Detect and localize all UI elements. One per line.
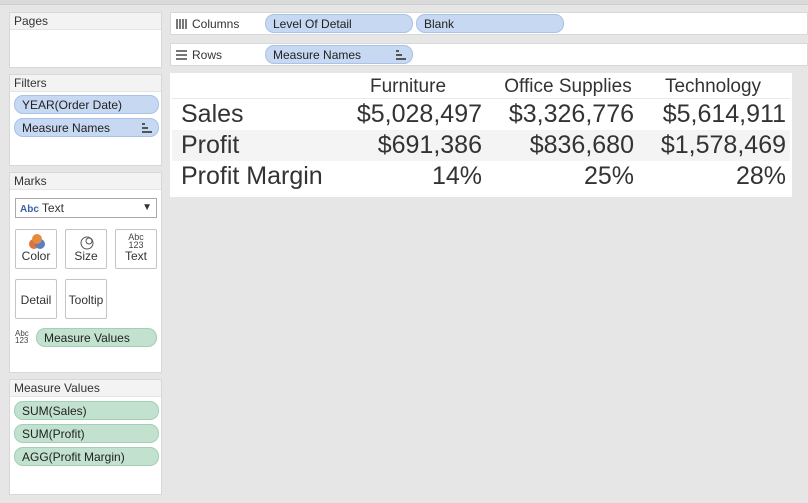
- text-icon-top: Abc: [128, 232, 144, 242]
- measure-values-card-title: Measure Values: [10, 380, 161, 397]
- marks-card-title: Marks: [10, 173, 161, 190]
- size-button-label: Size: [74, 249, 98, 263]
- table-row: Sales $5,028,497 $3,326,776 $5,614,911: [172, 99, 790, 130]
- filters-card-title: Filters: [10, 75, 161, 92]
- text-icon: Abc 123: [116, 232, 156, 250]
- filters-card[interactable]: Filters YEAR(Order Date) Measure Names: [9, 74, 162, 166]
- size-icon: [80, 236, 94, 250]
- rows-pill-label: Measure Names: [273, 48, 362, 62]
- columns-shelf[interactable]: Columns Level Of Detail Blank: [170, 12, 808, 35]
- column-header-office-supplies: Office Supplies: [504, 76, 632, 97]
- row-label-profit: Profit: [181, 131, 240, 159]
- tooltip-button-label: Tooltip: [68, 293, 104, 307]
- text-button[interactable]: Abc 123 Text: [115, 229, 157, 269]
- filter-pill-measure-names[interactable]: Measure Names: [14, 118, 159, 137]
- tooltip-button[interactable]: Tooltip: [65, 279, 107, 319]
- cell-margin-office-supplies[interactable]: 25%: [583, 162, 634, 190]
- measure-pill-label: SUM(Profit): [22, 427, 85, 441]
- measure-pill-label: SUM(Sales): [22, 404, 87, 418]
- columns-pill-label: Level Of Detail: [273, 17, 352, 31]
- measure-pill-sum-profit[interactable]: SUM(Profit): [14, 424, 159, 443]
- detail-button-label: Detail: [20, 293, 52, 307]
- pages-card-title: Pages: [10, 13, 161, 30]
- cell-sales-furniture[interactable]: $5,028,497: [356, 100, 482, 128]
- color-button[interactable]: Color: [15, 229, 57, 269]
- table-row: Profit Margin 14% 25% 28%: [172, 161, 790, 192]
- filter-pill-year-order-date[interactable]: YEAR(Order Date): [14, 95, 159, 114]
- header-divider: [172, 98, 790, 99]
- text-table-view[interactable]: Furniture Office Supplies Technology Sal…: [170, 73, 792, 197]
- filter-pill-label: YEAR(Order Date): [22, 98, 123, 112]
- color-button-label: Color: [21, 249, 51, 263]
- field-icon-bottom: 123: [15, 336, 29, 345]
- cell-profit-technology[interactable]: $1,578,469: [660, 131, 786, 159]
- columns-shelf-label: Columns: [192, 17, 240, 31]
- cell-sales-office-supplies[interactable]: $3,326,776: [508, 100, 634, 128]
- pages-card[interactable]: Pages: [9, 12, 162, 68]
- cell-profit-office-supplies[interactable]: $836,680: [529, 131, 634, 159]
- column-header-technology: Technology: [664, 76, 762, 97]
- size-button[interactable]: Size: [65, 229, 107, 269]
- marks-card[interactable]: Marks Abc Text ▼ Color Size Abc 123 Text D…: [9, 172, 162, 373]
- measure-pill-label: AGG(Profit Margin): [22, 450, 125, 464]
- text-button-label: Text: [124, 249, 147, 263]
- cell-margin-technology[interactable]: 28%: [735, 162, 786, 190]
- measure-pill-agg-profit-margin[interactable]: AGG(Profit Margin): [14, 447, 159, 466]
- mark-type-dropdown[interactable]: Abc Text ▼: [15, 198, 157, 218]
- color-icon: [29, 234, 45, 249]
- sort-icon: [396, 50, 406, 60]
- field-icon-top: Abc: [15, 329, 29, 338]
- marks-field-label: Measure Values: [44, 331, 130, 345]
- marks-field-pill-measure-values[interactable]: Measure Values: [36, 328, 157, 347]
- columns-pill-level-of-detail[interactable]: Level Of Detail: [265, 14, 413, 33]
- rows-icon: [176, 50, 187, 60]
- text-mark-icon: Abc: [20, 204, 39, 215]
- rows-pill-measure-names[interactable]: Measure Names: [265, 45, 413, 64]
- detail-button[interactable]: Detail: [15, 279, 57, 319]
- cell-sales-technology[interactable]: $5,614,911: [662, 100, 786, 128]
- table-row: Profit $691,386 $836,680 $1,578,469: [172, 130, 790, 161]
- measure-values-card[interactable]: Measure Values SUM(Sales) SUM(Profit) AG…: [9, 379, 162, 495]
- columns-pill-label: Blank: [424, 17, 455, 31]
- measure-pill-sum-sales[interactable]: SUM(Sales): [14, 401, 159, 420]
- sort-icon: [142, 123, 152, 133]
- columns-pill-blank[interactable]: Blank: [416, 14, 564, 33]
- column-header-furniture: Furniture: [369, 76, 447, 97]
- columns-icon: [176, 19, 187, 29]
- chevron-down-icon: ▼: [142, 202, 152, 213]
- cell-profit-furniture[interactable]: $691,386: [377, 131, 482, 159]
- top-toolbar-edge: [0, 0, 808, 5]
- row-label-profit-margin: Profit Margin: [181, 162, 323, 190]
- text-field-icon: Abc 123: [15, 329, 29, 345]
- mark-type-value: Text: [41, 201, 64, 215]
- rows-shelf-label: Rows: [192, 48, 223, 62]
- row-label-sales: Sales: [181, 100, 244, 128]
- text-icon-bottom: 123: [128, 240, 144, 250]
- cell-margin-furniture[interactable]: 14%: [431, 162, 482, 190]
- filter-pill-label: Measure Names: [22, 121, 111, 135]
- rows-shelf[interactable]: Rows Measure Names: [170, 43, 808, 66]
